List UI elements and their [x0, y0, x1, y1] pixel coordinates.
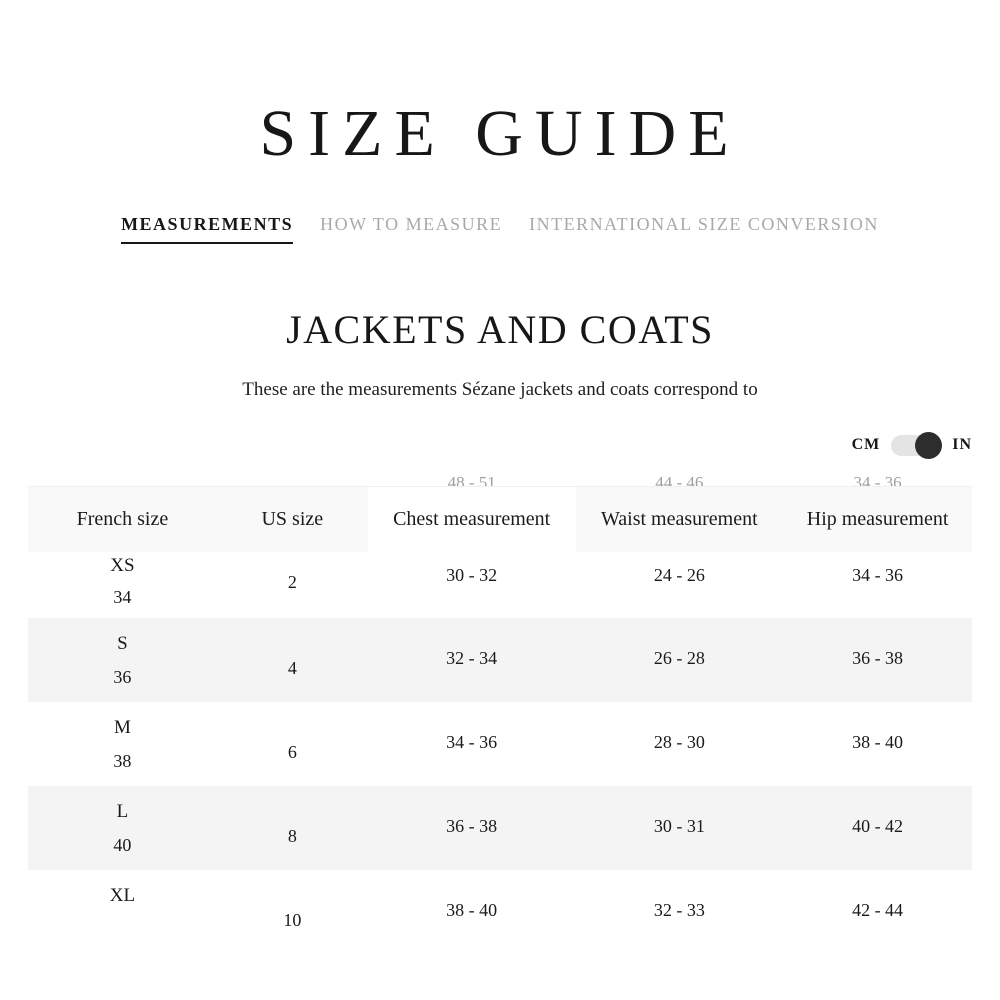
size-guide-tabs: MEASUREMENTS HOW TO MEASURE INTERNATIONA…: [0, 214, 1000, 244]
table-row-l: L 40 8 36 - 38 30 - 31 40 - 42: [28, 786, 972, 870]
column-header-hip: Hip measurement: [806, 508, 949, 530]
chest-cell: 36 - 38: [446, 816, 498, 836]
page-title: SIZE GUIDE: [259, 97, 741, 170]
tab-how-to-measure[interactable]: HOW TO MEASURE: [320, 214, 503, 234]
partial-chest-cell: 48 - 51: [447, 473, 496, 486]
french-size-number: 38: [113, 751, 132, 771]
us-size-cell: 8: [287, 826, 297, 846]
table-row-s: S 36 4 32 - 34 26 - 28 36 - 38: [28, 618, 972, 702]
french-size-number: 36: [113, 667, 132, 687]
section-description: These are the measurements Sézane jacket…: [242, 379, 758, 400]
partial-hip-cell: 34 - 36: [853, 473, 902, 486]
unit-label-in[interactable]: IN: [952, 436, 972, 453]
hip-cell: 42 - 44: [852, 900, 904, 920]
french-size-cell: XS 34: [28, 552, 217, 618]
partial-row-above-header: 48 - 51 44 - 46 34 - 36: [28, 473, 972, 486]
unit-toggle-row: CM IN: [0, 431, 972, 459]
waist-cell: 26 - 28: [653, 648, 705, 668]
size-letter: XS: [110, 555, 135, 576]
hip-cell: 36 - 38: [852, 648, 904, 668]
french-size-cell: M 38: [28, 702, 217, 786]
french-size-cell: S 36: [28, 618, 217, 702]
column-header-chest: Chest measurement: [367, 487, 576, 552]
table-row-m: M 38 6 34 - 36 28 - 30 38 - 40: [28, 702, 972, 786]
size-letter: S: [117, 633, 128, 654]
hip-cell: 34 - 36: [852, 565, 904, 585]
waist-cell: 24 - 26: [653, 565, 705, 585]
tab-measurements[interactable]: MEASUREMENTS: [121, 214, 294, 244]
chest-cell: 34 - 36: [446, 732, 498, 752]
french-size-number: 34: [113, 587, 132, 607]
unit-toggle[interactable]: [891, 431, 943, 459]
tab-international-size-conversion[interactable]: INTERNATIONAL SIZE CONVERSION: [529, 214, 879, 234]
table-row-xs: XS 34 2 30 - 32 24 - 26 34 - 36: [28, 552, 972, 618]
chest-cell: 32 - 34: [446, 648, 498, 668]
chest-cell: 38 - 40: [446, 900, 498, 920]
partial-french-cell: [28, 473, 217, 486]
hip-cell: 38 - 40: [852, 732, 904, 752]
unit-toggle-knob[interactable]: [915, 431, 943, 459]
french-size-cell: L 40: [28, 786, 217, 870]
column-header-french-size: French size: [76, 508, 169, 530]
size-letter: L: [116, 801, 129, 822]
column-header-us-size: US size: [261, 508, 324, 530]
unit-label-cm[interactable]: CM: [851, 436, 881, 453]
partial-us-cell: [217, 473, 368, 486]
size-guide-page: SIZE GUIDE MEASUREMENTS HOW TO MEASURE I…: [0, 96, 1000, 1000]
chest-cell: 30 - 32: [446, 565, 498, 585]
us-size-cell: 4: [287, 658, 297, 678]
waist-cell: 28 - 30: [653, 732, 705, 752]
partial-waist-cell: 44 - 46: [655, 473, 704, 486]
us-size-cell: 2: [287, 572, 297, 592]
table-row-xl: XL 10 38 - 40 32 - 33 42 - 44: [28, 870, 972, 954]
size-letter: XL: [109, 885, 136, 906]
waist-cell: 30 - 31: [653, 816, 705, 836]
hip-cell: 40 - 42: [852, 816, 904, 836]
us-size-cell: 6: [287, 742, 297, 762]
us-size-cell: 10: [283, 910, 302, 930]
measurements-table: 48 - 51 44 - 46 34 - 36 French size US s…: [28, 473, 972, 954]
size-letter: M: [113, 717, 131, 738]
table-header-row: French size US size Chest measurement Wa…: [28, 486, 972, 552]
section-heading: JACKETS AND COATS: [286, 307, 714, 352]
column-header-waist: Waist measurement: [601, 508, 758, 530]
waist-cell: 32 - 33: [653, 900, 705, 920]
french-size-cell: XL: [28, 870, 217, 954]
french-size-number: 40: [113, 835, 132, 855]
